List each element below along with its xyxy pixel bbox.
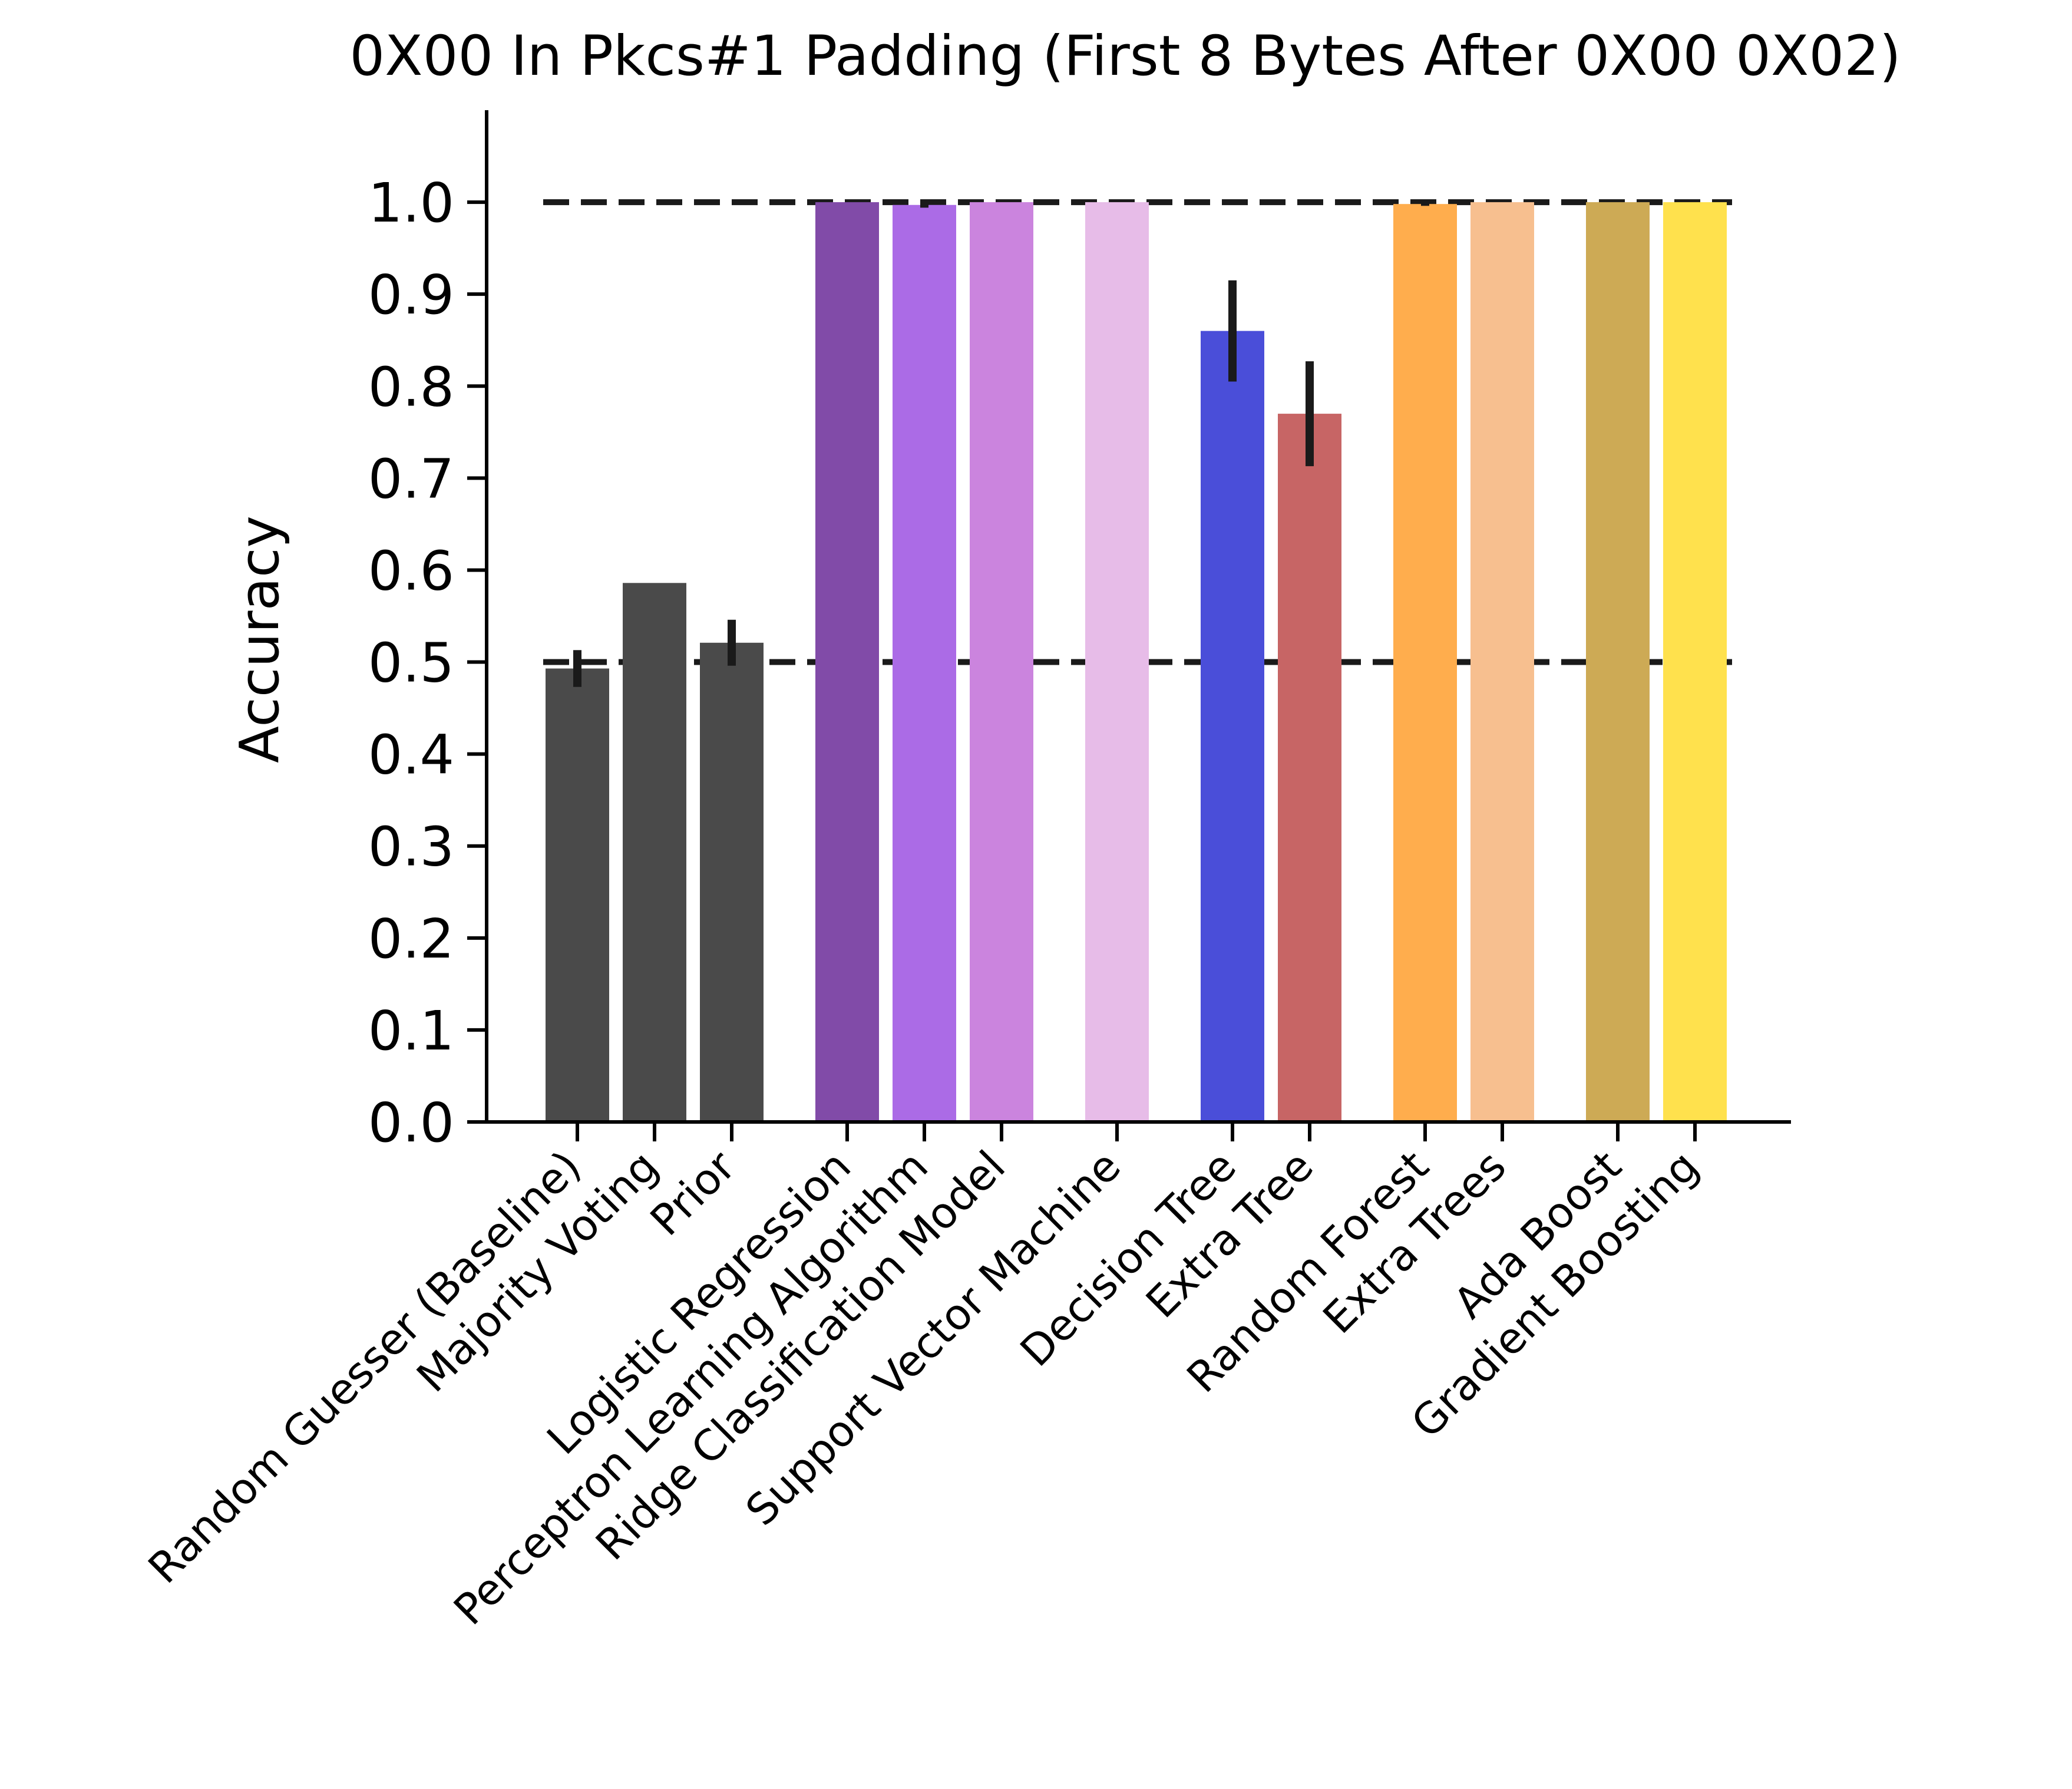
bar [546,668,609,1122]
bar [1470,202,1534,1122]
x-tick-label: Prior [641,1141,745,1245]
y-tick-label: 0.0 [368,1091,454,1154]
bar [1085,202,1149,1122]
y-tick-label: 0.6 [368,539,454,602]
bar [893,204,956,1122]
bar [1201,331,1264,1122]
y-tick-label: 0.4 [368,724,454,787]
bar [700,642,764,1122]
y-tick-label: 1.0 [368,171,454,235]
y-axis-label: Accuracy [228,516,291,763]
bar [623,583,686,1122]
bar [1393,204,1457,1122]
bar [1663,202,1727,1122]
y-tick-label: 0.9 [368,263,454,326]
bar [815,202,879,1122]
y-tick-label: 0.2 [368,907,454,971]
chart-title: 0X00 In Pkcs#1 Padding (First 8 Bytes Af… [349,24,1901,88]
bar [1278,414,1341,1122]
y-tick-label: 0.1 [368,999,454,1062]
y-tick-label: 0.8 [368,355,454,418]
error-bars [573,202,1429,687]
bars [546,202,1727,1122]
y-ticks: 0.0 0.1 0.2 0.3 0.4 0.5 0.6 0.7 0.8 0.9 1.0 [368,171,487,1154]
y-tick-label: 0.3 [368,816,454,879]
bar [1586,202,1650,1122]
y-tick-label: 0.7 [368,447,454,510]
y-tick-label: 0.5 [368,632,454,695]
x-ticks: Random Guesser (Baseline)Majority Voting… [139,1122,1708,1635]
bar [970,202,1033,1122]
